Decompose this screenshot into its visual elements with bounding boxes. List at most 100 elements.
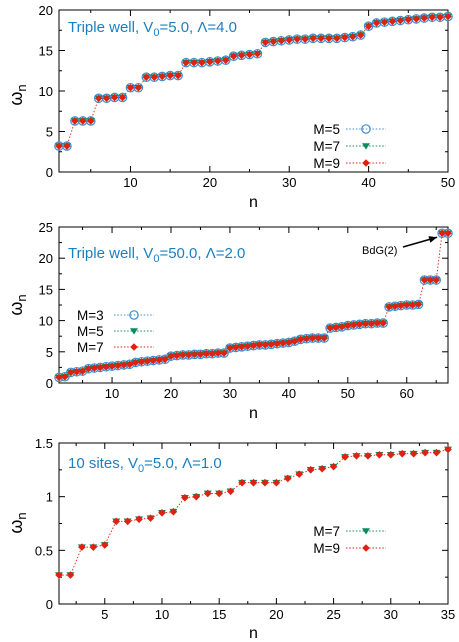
data-point: [261, 341, 270, 349]
data-point: [184, 351, 193, 359]
data-point: [226, 487, 235, 496]
data-point: [340, 33, 349, 42]
data-point: [385, 303, 393, 311]
legend-label: M=3: [77, 308, 104, 323]
y-tick-label: 1.5: [35, 436, 53, 451]
x-tick-label: 30: [223, 386, 237, 401]
data-point: [402, 301, 411, 309]
data-point: [196, 350, 205, 359]
data-point: [261, 38, 270, 47]
data-point: [78, 367, 87, 375]
data-point: [412, 15, 421, 23]
data-point: [161, 355, 169, 364]
data-point: [167, 352, 175, 360]
data-point: [66, 368, 75, 377]
data-point: [352, 452, 361, 460]
data-point: [182, 58, 190, 67]
data-point: [261, 478, 269, 487]
data-point: [202, 349, 211, 358]
data-point: [438, 229, 446, 238]
data-point: [126, 83, 135, 92]
data-point: [277, 36, 286, 45]
data-point: [379, 319, 387, 327]
data-point: [158, 72, 167, 81]
data-point: [364, 452, 372, 460]
data-point: [309, 34, 317, 43]
annotation: BdG(2): [362, 236, 438, 257]
x-tick-label: 10: [123, 175, 137, 190]
x-tick-label: 25: [326, 607, 340, 622]
x-tick-label: 20: [164, 386, 178, 401]
data-point: [66, 571, 75, 579]
y-tick-label: 0: [46, 165, 53, 180]
y-tick-label: 15: [39, 44, 53, 59]
data-point: [409, 449, 418, 458]
legend-label: M=7: [77, 340, 104, 355]
data-point: [344, 321, 352, 330]
data-point: [396, 16, 405, 25]
data-point: [215, 489, 223, 498]
data-point: [380, 18, 389, 26]
data-point: [243, 342, 252, 350]
data-point: [55, 142, 63, 150]
data-point: [426, 276, 435, 284]
data-point: [110, 93, 119, 102]
legend-marker: [362, 143, 370, 150]
x-tick-label: 35: [441, 607, 455, 622]
data-point: [55, 373, 63, 382]
data-point: [112, 517, 121, 526]
y-tick-label: 0.5: [35, 543, 53, 558]
data-point: [408, 301, 417, 309]
data-point: [325, 34, 333, 43]
data-point: [232, 343, 240, 352]
series-M9: [55, 12, 452, 150]
y-tick-label: 15: [39, 282, 53, 297]
x-tick-label: 40: [282, 386, 296, 401]
data-point: [249, 341, 258, 350]
data-point: [333, 34, 341, 43]
data-point: [208, 349, 217, 358]
data-point: [150, 73, 159, 82]
y-axis-label: ωn: [6, 294, 29, 315]
data-point: [96, 363, 105, 372]
data-point: [398, 449, 407, 458]
chart-panel-2: 10 20 30 40 50 60 0 5 10 15 20 25 n ωn Triple well, V0…: [6, 220, 453, 422]
x-axis-label: n: [249, 625, 258, 642]
data-point: [432, 448, 441, 457]
data-point: [79, 117, 87, 125]
data-point: [169, 507, 178, 516]
y-tick-label: 25: [39, 220, 53, 235]
data-point: [86, 117, 95, 125]
x-tick-label: 50: [341, 386, 355, 401]
x-tick-label: 5: [101, 607, 108, 622]
data-point: [338, 323, 346, 331]
data-point: [142, 73, 151, 82]
data-point: [237, 343, 246, 351]
data-point: [356, 31, 365, 39]
data-point: [364, 22, 373, 30]
data-point: [306, 466, 315, 474]
y-tick-label: 10: [39, 84, 53, 99]
data-point: [285, 36, 294, 44]
data-point: [296, 335, 305, 344]
data-point: [158, 508, 166, 517]
data-point: [72, 367, 81, 376]
data-point: [308, 334, 317, 342]
data-point: [285, 338, 293, 347]
data-point: [137, 357, 146, 366]
x-tick-label: 30: [282, 175, 296, 190]
data-point: [166, 71, 174, 80]
data-point: [372, 19, 381, 27]
data-point: [55, 571, 63, 579]
legend: M=5 M=7 M=9: [313, 122, 386, 171]
data-point: [173, 351, 181, 360]
data-point: [220, 349, 228, 357]
data-point: [206, 58, 214, 66]
legend-marker: [130, 343, 138, 351]
y-tick-label: 5: [46, 125, 53, 140]
data-point: [220, 55, 231, 66]
data-point: [391, 302, 399, 311]
legend-marker: [362, 528, 370, 535]
data-point: [284, 474, 292, 483]
data-point: [135, 515, 143, 524]
